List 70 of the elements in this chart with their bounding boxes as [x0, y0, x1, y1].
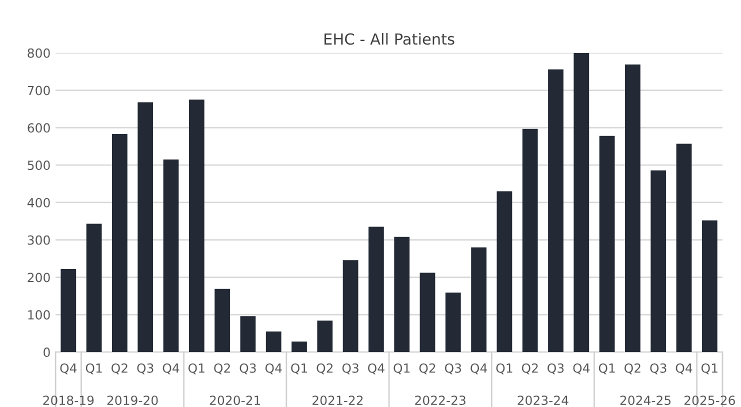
text: 2022-23 — [415, 396, 466, 406]
bar — [625, 64, 640, 352]
text: 2024-25 — [620, 396, 671, 406]
x-tick-label: Q3 — [240, 363, 256, 374]
x-tick-label: Q1 — [86, 363, 102, 374]
text: 2020-21 — [210, 396, 260, 406]
x-tick-label: Q2 — [316, 363, 333, 374]
x-tick-label: Q3 — [548, 363, 564, 374]
bar — [522, 128, 538, 352]
bar — [471, 247, 486, 352]
bar — [214, 288, 230, 352]
text: 2018-19 — [43, 396, 94, 406]
x-tick-label: Q4 — [60, 363, 77, 374]
y-tick-label: 700 — [28, 86, 50, 96]
x-tick-label: Q3 — [342, 363, 358, 374]
x-tick-label: Q1 — [394, 363, 410, 374]
x-tick-label: Q4 — [573, 363, 590, 374]
x-tick-label: Q1 — [496, 363, 512, 374]
x-tick-label: Q2 — [419, 363, 436, 374]
bar — [138, 102, 154, 352]
bar — [650, 170, 666, 352]
y-tick-label: 500 — [28, 160, 50, 170]
bar — [163, 159, 179, 352]
x-tick-label: Q2 — [112, 363, 128, 374]
bar — [702, 220, 718, 352]
bar — [317, 320, 333, 352]
x-tick-label: Q2 — [624, 363, 640, 374]
y-tick-label: 100 — [28, 310, 50, 320]
y-tick-label: 800 — [28, 48, 50, 58]
bar — [292, 342, 307, 352]
bar — [599, 136, 615, 352]
x-tick-label: Q1 — [701, 363, 718, 374]
bar — [496, 191, 512, 352]
x-tick-label: Q1 — [188, 363, 204, 374]
chart-title: EHC - All Patients — [324, 32, 454, 45]
text: 2021-22 — [312, 396, 363, 406]
y-tick-label: 0 — [44, 348, 50, 357]
bar — [420, 272, 436, 352]
bar — [188, 100, 204, 352]
bar — [112, 134, 128, 352]
bar — [240, 316, 256, 352]
bar — [676, 144, 692, 352]
bar — [368, 226, 384, 352]
y-tick-label: 200 — [28, 272, 50, 282]
bar — [266, 331, 282, 352]
text: 2019-20 — [107, 396, 158, 406]
x-tick-label: Q4 — [162, 363, 180, 374]
x-tick-label: Q3 — [650, 363, 666, 374]
x-tick-label: Q1 — [291, 363, 307, 374]
text: 2025-26 — [684, 396, 735, 406]
text: 2023-24 — [518, 396, 568, 406]
y-tick-label: 600 — [28, 123, 50, 133]
bar — [394, 236, 410, 352]
x-tick-label: Q2 — [522, 363, 538, 374]
x-tick-label: Q4 — [676, 363, 692, 374]
bar — [574, 52, 590, 352]
x-tick-label: Q3 — [444, 363, 462, 374]
y-tick-label: 300 — [28, 235, 50, 245]
x-tick-label: Q4 — [368, 363, 384, 374]
bar — [342, 260, 358, 352]
bar — [86, 224, 102, 352]
x-tick-label: Q2 — [214, 363, 230, 374]
x-tick-label: Q4 — [265, 363, 282, 374]
bar — [60, 269, 76, 352]
x-tick-label: Q1 — [598, 363, 615, 374]
x-tick-label: Q3 — [137, 363, 154, 374]
y-tick-label: 400 — [27, 198, 50, 208]
bar — [548, 69, 564, 352]
x-tick-label: Q4 — [470, 363, 487, 374]
bar — [445, 292, 461, 352]
